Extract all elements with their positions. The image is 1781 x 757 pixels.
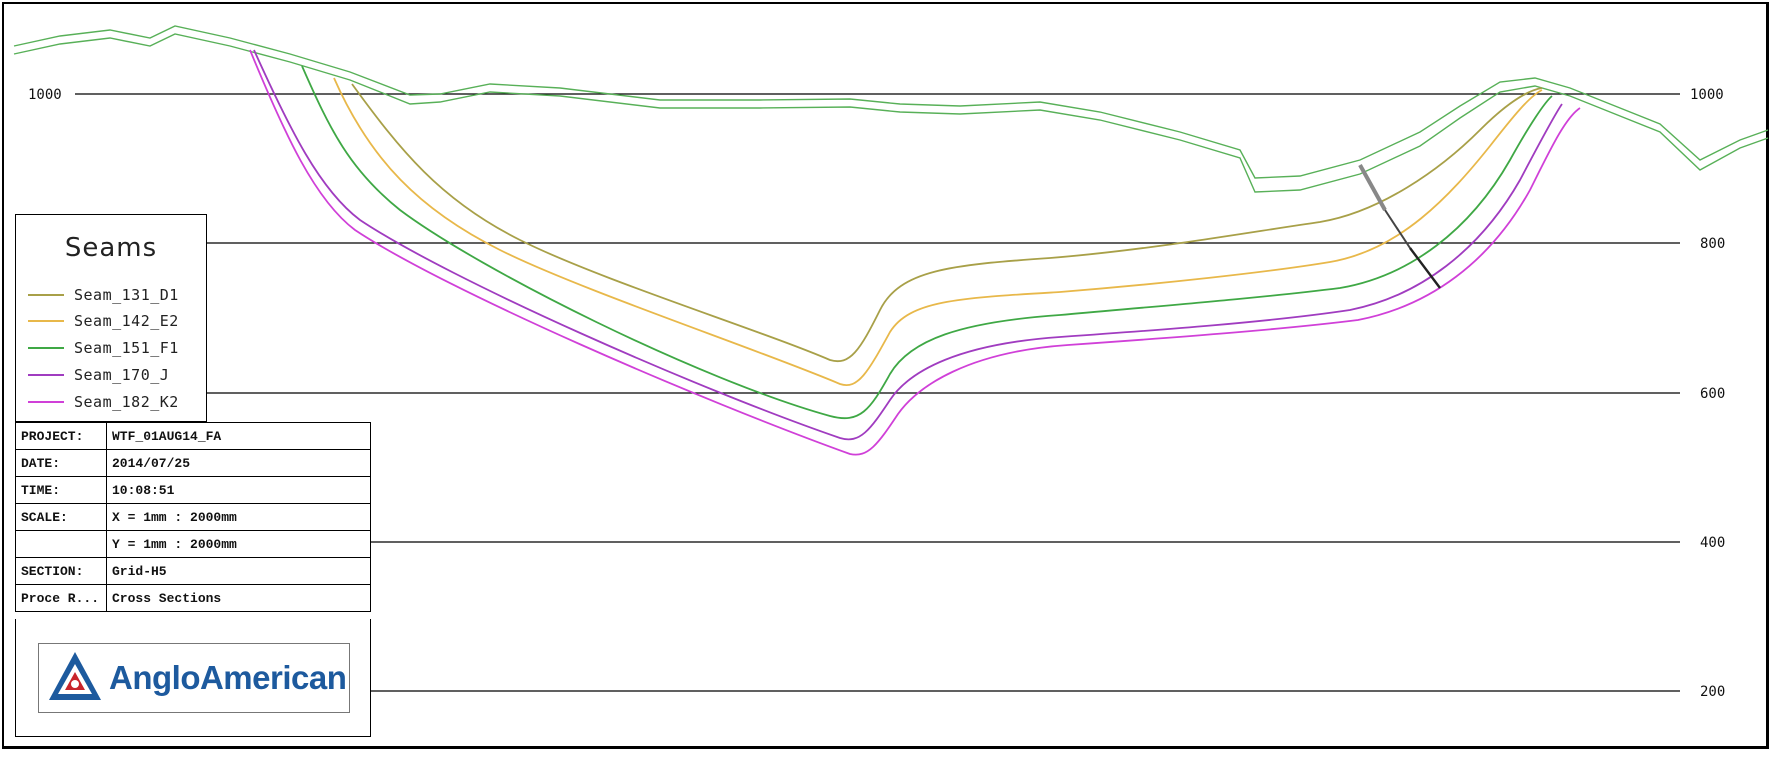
seams-legend: Seams Seam_131_D1 Seam_142_E2 Seam_151_F… <box>15 214 207 422</box>
drillhole-trace <box>1358 164 1441 289</box>
legend-swatch <box>28 320 64 322</box>
legend-label: Seam_142_E2 <box>74 312 179 330</box>
drillhole-mid-segment <box>1384 209 1411 249</box>
process-value: Cross Sections <box>106 584 371 612</box>
legend-item-seam-142: Seam_142_E2 <box>28 311 179 331</box>
title-row-project: PROJECT: WTF_01AUG14_FA <box>15 422 371 450</box>
section-label: SECTION: <box>15 557 107 585</box>
seam-142-e2-line <box>333 77 1543 386</box>
y-tick-right-200: 200 <box>1700 684 1725 700</box>
y-tick-right-400: 400 <box>1700 535 1725 551</box>
seam-182-k2-line <box>249 49 1581 456</box>
section-value: Grid-H5 <box>106 557 371 585</box>
date-value: 2014/07/25 <box>106 449 371 477</box>
legend-swatch <box>28 374 64 376</box>
elevation-gridlines <box>75 93 1680 692</box>
legend-title: Seams <box>64 233 158 263</box>
drillhole-collar-segment <box>1358 164 1387 211</box>
project-value: WTF_01AUG14_FA <box>106 422 371 450</box>
scale-y-blank <box>15 530 107 558</box>
y-tick-right-800: 800 <box>1700 236 1725 252</box>
scale-x-value: X = 1mm : 2000mm <box>106 503 371 531</box>
drillhole-lower-segment <box>1409 247 1441 289</box>
title-row-scale-y: Y = 1mm : 2000mm <box>15 530 371 558</box>
title-row-section: SECTION: Grid-H5 <box>15 557 371 585</box>
legend-item-seam-170: Seam_170_J <box>28 365 169 385</box>
seam-151-f1-line <box>301 65 1553 420</box>
title-row-scale-x: SCALE: X = 1mm : 2000mm <box>15 503 371 531</box>
title-row-time: TIME: 10:08:51 <box>15 476 371 504</box>
seam-131-d1-line <box>351 83 1543 363</box>
topography-upper-line <box>13 25 1769 179</box>
legend-label: Seam_170_J <box>74 366 170 384</box>
title-row-date: DATE: 2014/07/25 <box>15 449 371 477</box>
legend-label: Seam_151_F1 <box>74 339 179 357</box>
scale-label: SCALE: <box>15 503 107 531</box>
legend-label: Seam_182_K2 <box>74 393 179 411</box>
process-label: Proce R... <box>15 584 107 612</box>
topography-lower-line <box>13 33 1769 193</box>
scale-y-value: Y = 1mm : 2000mm <box>106 530 371 558</box>
legend-swatch <box>28 401 64 403</box>
time-value: 10:08:51 <box>106 476 371 504</box>
legend-swatch <box>28 347 64 349</box>
y-tick-right-600: 600 <box>1700 386 1725 402</box>
y-tick-right-1000: 1000 <box>1690 87 1724 103</box>
legend-item-seam-182: Seam_182_K2 <box>28 392 179 412</box>
date-label: DATE: <box>15 449 107 477</box>
seam-lines <box>249 49 1581 456</box>
legend-item-seam-151: Seam_151_F1 <box>28 338 179 358</box>
project-label: PROJECT: <box>15 422 107 450</box>
anglo-american-mark-icon <box>49 652 101 700</box>
title-block: PROJECT: WTF_01AUG14_FA DATE: 2014/07/25… <box>15 422 371 612</box>
logo-box: AngloAmerican <box>15 619 371 737</box>
y-tick-left-1000: 1000 <box>28 87 62 103</box>
anglo-american-logo: AngloAmerican <box>38 643 350 713</box>
legend-swatch <box>28 294 64 296</box>
time-label: TIME: <box>15 476 107 504</box>
topography-surface <box>13 25 1769 193</box>
title-row-process: Proce R... Cross Sections <box>15 584 371 612</box>
legend-label: Seam_131_D1 <box>74 286 179 304</box>
legend-item-seam-131: Seam_131_D1 <box>28 285 179 305</box>
seam-170-j-line <box>253 49 1563 441</box>
logo-text: AngloAmerican <box>109 659 347 696</box>
